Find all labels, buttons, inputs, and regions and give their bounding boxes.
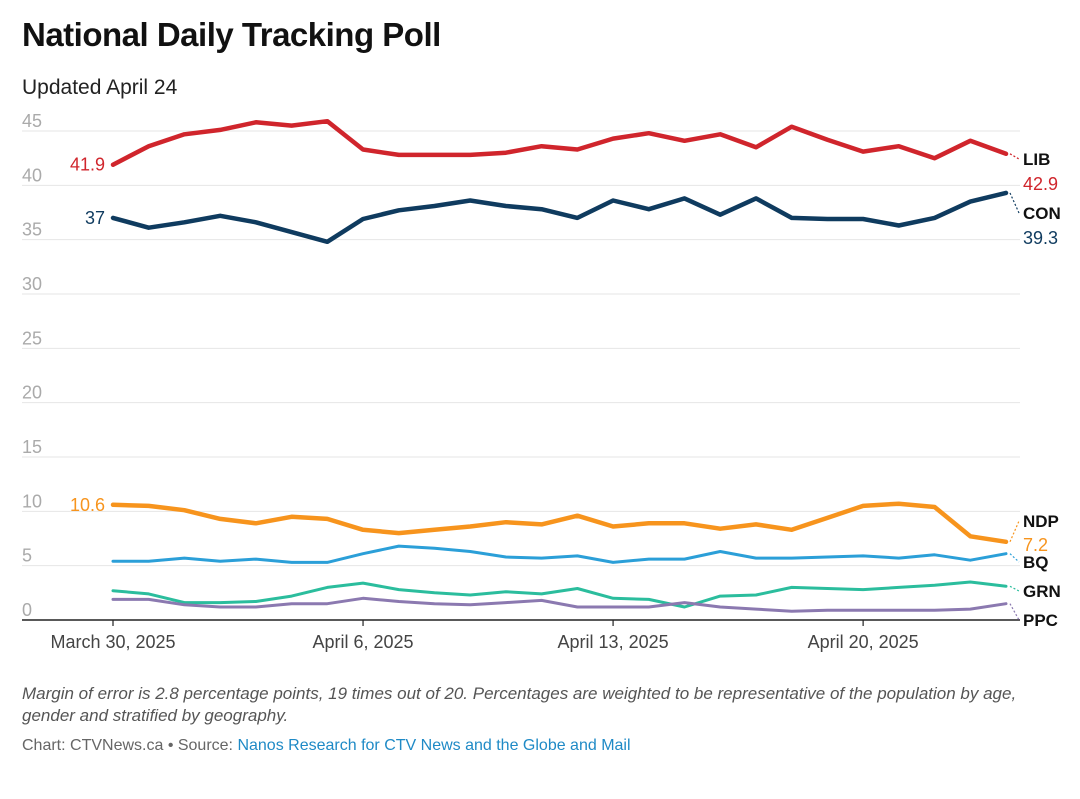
series-layer <box>110 118 1009 613</box>
start-value-ndp: 10.6 <box>70 495 105 515</box>
start-value-lib: 41.9 <box>70 155 105 175</box>
y-tick-label: 0 <box>22 600 32 620</box>
connector-ndp <box>1009 520 1020 542</box>
y-tick-label: 15 <box>22 437 42 457</box>
line-chart: 0 5 10 15 20 25 30 35 40 45 March 30, 2025 April 6,… <box>22 111 1061 652</box>
x-tick-label: March 30, 2025 <box>50 632 175 652</box>
series-line-grn <box>111 580 1008 609</box>
series-line-ndp <box>110 501 1009 545</box>
connector-con <box>1009 192 1020 214</box>
connector-grn <box>1009 585 1020 592</box>
end-name-grn: GRN <box>1023 582 1061 601</box>
x-tick-label: April 13, 2025 <box>558 632 669 652</box>
y-tick-label: 25 <box>22 328 42 348</box>
end-name-con: CON <box>1023 204 1061 223</box>
label-layer: LIB 42.9 41.9 CON 39.3 37 NDP 7.2 10.6 BQ GRN PPC <box>70 150 1061 630</box>
connector-lib <box>1009 153 1020 160</box>
chart-subtitle: Updated April 24 <box>22 76 178 99</box>
x-tick-label: April 6, 2025 <box>313 632 414 652</box>
credit-prefix: Chart: CTVNews.ca • Source: <box>22 737 238 754</box>
source-link[interactable]: Nanos Research for CTV News and the Glob… <box>237 737 631 754</box>
y-tick-label: 10 <box>22 491 42 511</box>
series-line-bq <box>111 544 1008 564</box>
y-tick-label: 40 <box>22 165 42 185</box>
y-tick-label: 35 <box>22 220 42 240</box>
axis-layer: 0 5 10 15 20 25 30 35 40 45 March 30, 2025 April 6,… <box>22 111 1020 652</box>
y-tick-label: 5 <box>22 546 32 566</box>
end-name-lib: LIB <box>1023 150 1050 169</box>
connector-bq <box>1009 553 1020 563</box>
end-value-ndp: 7.2 <box>1023 535 1048 555</box>
end-value-lib: 42.9 <box>1023 174 1058 194</box>
connector-ppc <box>1009 603 1020 621</box>
x-tick-label: April 20, 2025 <box>808 632 919 652</box>
y-tick-label: 45 <box>22 111 42 131</box>
y-tick-label: 20 <box>22 383 42 403</box>
end-value-con: 39.3 <box>1023 228 1058 248</box>
chart-notes: Margin of error is 2.8 percentage points… <box>22 684 1017 725</box>
start-value-con: 37 <box>85 208 105 228</box>
end-name-ndp: NDP <box>1023 512 1059 531</box>
chart-title: National Daily Tracking Poll <box>22 16 441 53</box>
grid-layer <box>22 130 1020 567</box>
series-line-lib <box>110 118 1009 167</box>
end-name-ppc: PPC <box>1023 611 1058 630</box>
series-line-con <box>110 190 1009 245</box>
series-line-ppc <box>111 596 1008 613</box>
chart-credit: Chart: CTVNews.ca • Source: Nanos Resear… <box>22 737 631 755</box>
end-name-bq: BQ <box>1023 553 1049 572</box>
y-tick-label: 30 <box>22 274 42 294</box>
